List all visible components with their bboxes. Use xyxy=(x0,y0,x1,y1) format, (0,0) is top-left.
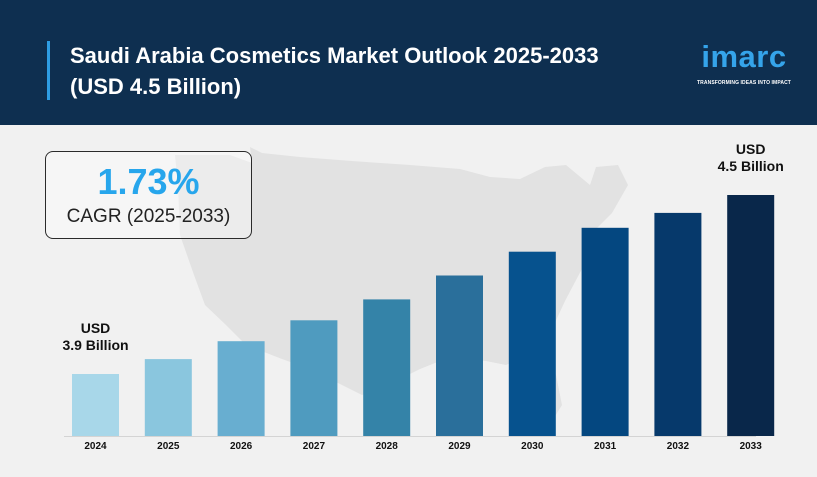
cagr-box: 1.73% CAGR (2025-2033) xyxy=(45,151,252,239)
title-line-2: (USD 4.5 Billion) xyxy=(70,74,242,99)
imarc-logo: imarc xyxy=(701,39,787,74)
tick-label-2031: 2031 xyxy=(594,441,617,452)
tick-label-2032: 2032 xyxy=(667,441,690,452)
bar-2026 xyxy=(217,341,265,436)
tick-label-2030: 2030 xyxy=(521,441,544,452)
page-title: Saudi Arabia Cosmetics Market Outlook 20… xyxy=(70,40,680,102)
tick-label-2028: 2028 xyxy=(376,441,399,452)
value-label-2033: USD 4.5 Billion xyxy=(696,141,806,175)
bar-2033 xyxy=(727,195,775,436)
bar-2032 xyxy=(654,212,702,436)
cagr-value: 1.73% xyxy=(97,161,200,202)
bar-2031 xyxy=(581,227,629,436)
bar-2030 xyxy=(508,251,556,436)
value-label-2024: USD 3.9 Billion xyxy=(41,320,151,354)
bar-2027 xyxy=(290,320,338,436)
header-accent-line xyxy=(47,41,50,100)
title-line-1: Saudi Arabia Cosmetics Market Outlook 20… xyxy=(70,43,599,68)
cagr-label: CAGR (2025-2033) xyxy=(66,206,231,227)
value-label-amount: 3.9 Billion xyxy=(62,337,129,353)
bar-2029 xyxy=(436,275,483,436)
value-label-amount: 4.5 Billion xyxy=(717,158,784,174)
tick-label-2027: 2027 xyxy=(303,441,326,452)
value-label-currency: USD xyxy=(80,320,111,336)
bar-2025 xyxy=(144,359,192,436)
logo-tagline: TRANSFORMING IDEAS INTO IMPACT xyxy=(697,80,791,86)
tick-label-2033: 2033 xyxy=(740,441,763,452)
tick-label-2029: 2029 xyxy=(448,441,471,452)
tick-label-2024: 2024 xyxy=(84,441,107,452)
tick-label-2026: 2026 xyxy=(230,441,253,452)
value-label-currency: USD xyxy=(735,141,766,157)
header-bar: Saudi Arabia Cosmetics Market Outlook 20… xyxy=(0,0,817,125)
bar-2028 xyxy=(363,299,411,436)
tick-label-2025: 2025 xyxy=(157,441,180,452)
bar-2024 xyxy=(72,374,119,436)
